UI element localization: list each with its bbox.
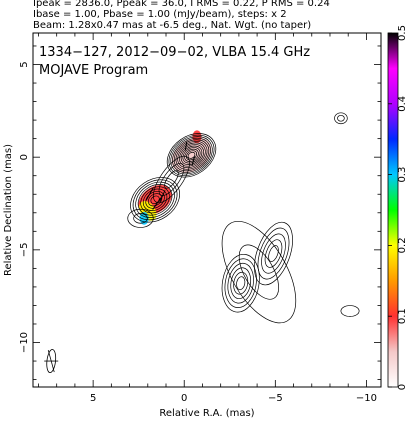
contour-core-0: [166, 133, 217, 178]
contour-outer-jet-east-4: [233, 271, 249, 295]
contour-core-1: [168, 134, 215, 176]
contour-core-9: [182, 147, 201, 164]
contour-inner-jet-5: [142, 188, 168, 211]
beam-ellipse: [46, 349, 57, 374]
contour-group-knot-west: [334, 112, 348, 125]
contour-core-5: [175, 140, 208, 170]
y-tick-label: 0: [19, 154, 30, 160]
polarization-vector-layer: [145, 141, 195, 210]
contour-inner-jet-3: [137, 184, 173, 216]
polarization-vector-2: [159, 190, 166, 203]
contour-layer: [127, 112, 360, 324]
contour-group-outer-jet-east: [221, 253, 260, 313]
axis-ticks: [33, 33, 381, 387]
annotation-program-line: MOJAVE Program: [39, 63, 148, 78]
contour-outer-jet-west-1: [257, 227, 290, 280]
colorbar-tick-label: 0.4: [397, 96, 408, 112]
contour-core-10: [184, 148, 199, 162]
contour-inner-jet-7: [147, 193, 163, 207]
contour-group-jet-tail: [127, 208, 154, 228]
y-tick-label: −5: [19, 242, 30, 257]
contour-outer-jet-west-4: [268, 245, 279, 262]
contour-jet-tail-1: [133, 213, 148, 224]
header-line-2: Ibase = 1.00, Pbase = 1.00 (mJy/beam), s…: [33, 9, 287, 20]
contour-outer-jet-east-0: [221, 253, 260, 313]
contour-inner-jet-2: [135, 181, 175, 218]
colorbar-tick-label: 0.1: [397, 308, 408, 324]
colorbar-tick-label: 0.5: [397, 25, 408, 41]
contour-neck-0: [153, 155, 190, 204]
contour-outer-jet-east-5: [236, 276, 246, 291]
header-line-1: Ipeak = 2836.0, Ppeak = 36.0, I RMS = 0.…: [33, 0, 330, 9]
x-tick-label: −5: [268, 393, 283, 404]
contour-core-2: [170, 136, 213, 175]
x-tick-labels: 5 0 −5 −10: [90, 393, 377, 404]
header-line-3: Beam: 1.28x0.47 mas at -6.5 deg., Nat. W…: [33, 20, 312, 31]
contour-jet-tail-0: [127, 208, 154, 228]
y-tick-label: −10: [19, 332, 30, 353]
colorbar-tick-label: 0.2: [397, 237, 408, 253]
contour-core-3: [172, 137, 211, 173]
beam-cross-v: [47, 349, 55, 373]
contour-outer-jet-east-2: [227, 262, 254, 304]
x-tick-label: 0: [181, 393, 187, 404]
y-tick-labels: 5 0 −5 −10: [19, 61, 30, 353]
contour-group-knot-south: [340, 305, 360, 317]
contour-knot-west-1: [337, 114, 345, 122]
contour-group-neck: [153, 155, 190, 204]
polarization-vector-1: [152, 197, 162, 210]
contour-outer-jet-west-0: [254, 221, 293, 286]
contour-group-outer-envelope: [221, 220, 297, 324]
contour-inner-jet-4: [140, 186, 170, 214]
contour-outer-jet-west-3: [264, 239, 283, 268]
contour-group-outer-jet-west: [254, 221, 293, 286]
contour-knot-west-0: [334, 112, 348, 125]
contour-group-core: [166, 133, 217, 178]
contour-inner-jet-1: [132, 179, 178, 221]
contour-neck-2: [164, 170, 179, 189]
x-tick-label: −10: [356, 393, 377, 404]
contour-core-8: [180, 145, 203, 165]
contour-core-4: [173, 139, 210, 172]
polarization-vector-4: [191, 156, 195, 166]
colorbar-tick-label: 0.3: [397, 167, 408, 183]
x-tick-label: 5: [90, 393, 96, 404]
contour-outer-jet-east-1: [224, 258, 257, 308]
colorbar-ticks: 0 0.1 0.2 0.3 0.4 0.5: [388, 25, 408, 390]
plot-frame: [32, 32, 382, 388]
beam-marker: [44, 349, 59, 374]
contour-outer-jet-west-2: [261, 233, 286, 274]
colorbar: [387, 32, 399, 388]
annotation-source-line: 1334−127, 2012−09−02, VLBA 15.4 GHz: [39, 45, 310, 60]
contour-outer-envelope-1: [238, 244, 279, 300]
polarization-vector-3: [184, 141, 188, 151]
y-axis-title: Relative Declination (mas): [3, 144, 14, 276]
contour-knot-south-0: [340, 305, 360, 317]
contour-core-6: [177, 142, 206, 169]
y-tick-label: 5: [19, 61, 30, 67]
contour-outer-envelope-0: [221, 220, 297, 324]
colorbar-tick-label: 0: [397, 384, 408, 390]
polarization-color-layer: [138, 130, 212, 225]
contour-core-12: [187, 151, 196, 159]
contour-outer-jet-east-3: [230, 267, 252, 300]
polarization-vector-0: [145, 187, 154, 201]
x-axis-title: Relative R.A. (mas): [159, 408, 254, 419]
contour-neck-1: [158, 163, 185, 196]
